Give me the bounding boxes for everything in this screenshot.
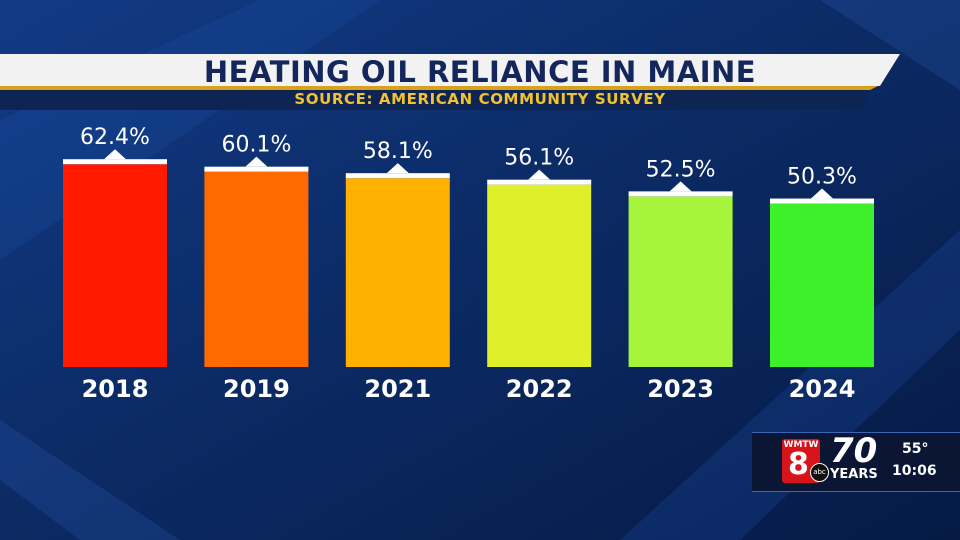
bar-cap-2024 bbox=[770, 198, 874, 204]
bar-2021 bbox=[345, 178, 450, 367]
value-label-2024: 50.3% bbox=[787, 165, 857, 190]
bar-pointer-2024 bbox=[811, 188, 833, 199]
bar-2018 bbox=[63, 164, 167, 367]
anniversary-word: YEARS bbox=[830, 467, 878, 482]
bar-pointer-2018 bbox=[104, 149, 126, 160]
bar-pointer-2019 bbox=[245, 156, 268, 167]
channel-number: 8 bbox=[788, 447, 809, 482]
value-label-2021: 58.1% bbox=[363, 139, 433, 164]
network-logo: abc bbox=[810, 463, 829, 482]
chart-subtitle: SOURCE: AMERICAN COMMUNITY SURVEY bbox=[294, 90, 666, 108]
chart-title: HEATING OIL RELIANCE IN MAINE bbox=[203, 55, 757, 89]
bar-pointer-2021 bbox=[386, 163, 409, 174]
bar-cap-2023 bbox=[628, 191, 733, 197]
category-label-2019: 2019 bbox=[223, 375, 290, 403]
station-bug: WMTW 8 abc 70 YEARS 55° 10:06 bbox=[752, 432, 960, 492]
category-label-2018: 2018 bbox=[82, 375, 149, 403]
bar-cap-2022 bbox=[487, 179, 592, 185]
bar-2023 bbox=[628, 196, 733, 367]
title-banner bbox=[0, 54, 900, 110]
category-label-2023: 2023 bbox=[647, 375, 714, 403]
category-label-2022: 2022 bbox=[506, 375, 573, 403]
value-label-2023: 52.5% bbox=[646, 157, 716, 182]
call-letters: WMTW bbox=[783, 440, 819, 450]
temperature-readout: 55° bbox=[902, 441, 929, 457]
category-label-2021: 2021 bbox=[364, 375, 431, 403]
value-label-2018: 62.4% bbox=[80, 125, 150, 150]
bar-cap-2021 bbox=[345, 173, 450, 179]
value-label-2019: 60.1% bbox=[221, 133, 291, 158]
bar-2024 bbox=[770, 203, 874, 367]
anniversary-number: 70 bbox=[830, 431, 878, 471]
time-readout: 10:06 bbox=[892, 463, 937, 479]
bar-pointer-2023 bbox=[669, 181, 692, 192]
category-label-2024: 2024 bbox=[789, 375, 856, 403]
bar-cap-2019 bbox=[204, 166, 309, 172]
value-label-2022: 56.1% bbox=[504, 146, 574, 171]
bar-pointer-2022 bbox=[528, 169, 551, 180]
bar-2019 bbox=[204, 171, 309, 367]
bar-cap-2018 bbox=[63, 159, 167, 165]
bar-2022 bbox=[487, 184, 592, 367]
